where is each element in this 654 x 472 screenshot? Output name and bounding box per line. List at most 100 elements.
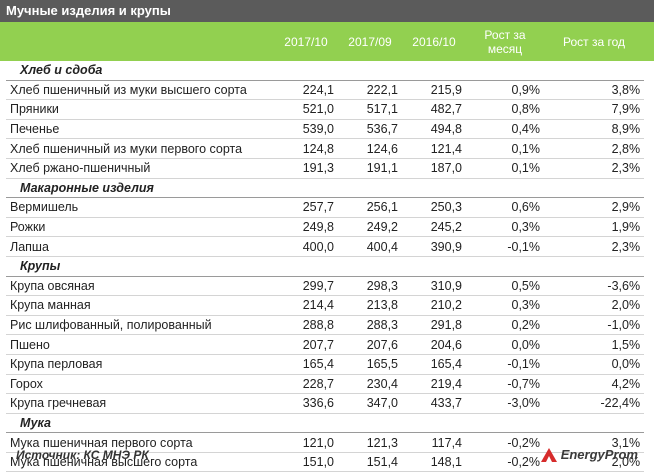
price-2016-10: 310,9 xyxy=(402,276,466,297)
growth-month: 0,4% xyxy=(466,119,544,140)
item-name: Пшено xyxy=(6,334,274,355)
category-row: Мука xyxy=(6,413,645,434)
growth-year: -1,0% xyxy=(544,315,645,336)
col-header-month-growth-line2: месяц xyxy=(487,41,523,56)
growth-month: 0,9% xyxy=(466,80,544,101)
price-2016-10: 245,2 xyxy=(402,217,466,238)
price-2017-10: 521,0 xyxy=(274,99,338,120)
price-2017-10: 288,8 xyxy=(274,315,338,336)
price-2017-10: 249,8 xyxy=(274,217,338,238)
growth-month: 0,5% xyxy=(466,276,544,297)
item-name: Хлеб пшеничный из муки высшего сорта xyxy=(6,80,274,101)
item-name: Печенье xyxy=(6,119,274,140)
price-2017-09: 400,4 xyxy=(338,236,402,257)
growth-year: 8,9% xyxy=(544,119,645,140)
growth-month: -0,2% xyxy=(466,432,544,453)
growth-month: 0,3% xyxy=(466,217,544,238)
item-name: Крупа гречневая xyxy=(6,393,274,414)
price-2017-10: 165,4 xyxy=(274,354,338,375)
table-row: Горох 228,7 230,4 219,4 -0,7% 4,2% xyxy=(6,374,645,395)
growth-year: 2,9% xyxy=(544,197,645,218)
price-2016-10: 204,6 xyxy=(402,334,466,355)
growth-year: 2,0% xyxy=(544,295,645,316)
price-2017-10: 228,7 xyxy=(274,374,338,395)
table-row: Лапша 400,0 400,4 390,9 -0,1% 2,3% xyxy=(6,236,645,257)
table-row: Рис шлифованный, полированный 288,8 288,3 2… xyxy=(6,315,645,336)
col-header-month-growth: Рост за месяц xyxy=(466,22,544,61)
price-2016-10: 121,4 xyxy=(402,138,466,159)
item-name: Хлеб пшеничный из муки первого сорта xyxy=(6,138,274,159)
price-2017-09: 121,3 xyxy=(338,432,402,453)
price-2016-10: 165,4 xyxy=(402,354,466,375)
item-name: Хлеб ржано-пшеничный xyxy=(6,158,274,179)
price-2017-09: 249,2 xyxy=(338,217,402,238)
price-2017-09: 347,0 xyxy=(338,393,402,414)
price-2016-10: 215,9 xyxy=(402,80,466,101)
growth-month: -0,7% xyxy=(466,374,544,395)
col-header-month-growth-line1: Рост за xyxy=(484,27,526,42)
growth-year: 1,9% xyxy=(544,217,645,238)
table-header: 2017/10 2017/09 2016/10 Рост за месяц Ро… xyxy=(0,22,654,61)
price-2016-10: 117,4 xyxy=(402,432,466,453)
price-2017-10: 207,7 xyxy=(274,334,338,355)
growth-month: 0,1% xyxy=(466,158,544,179)
category-label: Макаронные изделия xyxy=(6,178,645,199)
growth-month: 0,1% xyxy=(466,138,544,159)
price-2017-09: 222,1 xyxy=(338,80,402,101)
price-2017-09: 213,8 xyxy=(338,295,402,316)
price-2016-10: 390,9 xyxy=(402,236,466,257)
price-2017-10: 121,0 xyxy=(274,432,338,453)
growth-year: 2,8% xyxy=(544,138,645,159)
price-2017-09: 256,1 xyxy=(338,197,402,218)
price-2016-10: 482,7 xyxy=(402,99,466,120)
price-2017-10: 257,7 xyxy=(274,197,338,218)
table-row: Крупа гречневая 336,6 347,0 433,7 -3,0% -22,4… xyxy=(6,393,645,414)
growth-year: 4,2% xyxy=(544,374,645,395)
price-table: Хлеб и сдоба Хлеб пшеничный из муки высше… xyxy=(6,61,645,472)
price-2017-10: 224,1 xyxy=(274,80,338,101)
energyprom-logo-icon xyxy=(540,447,557,462)
item-name: Крупа перловая xyxy=(6,354,274,375)
item-name: Лапша xyxy=(6,236,274,257)
table-row: Крупа перловая 165,4 165,5 165,4 -0,1% 0,0% xyxy=(6,354,645,375)
category-label: Мука xyxy=(6,413,645,434)
item-name: Рожки xyxy=(6,217,274,238)
table-row: Мука пшеничная высшего сорта 151,0 151,4 14… xyxy=(6,452,645,472)
item-name: Рис шлифованный, полированный xyxy=(6,315,274,336)
growth-month: 0,6% xyxy=(466,197,544,218)
growth-year: 3,1% xyxy=(544,432,645,453)
price-2017-09: 124,6 xyxy=(338,138,402,159)
item-name: Крупа овсяная xyxy=(6,276,274,297)
price-2016-10: 291,8 xyxy=(402,315,466,336)
price-2017-09: 191,1 xyxy=(338,158,402,179)
source-note: Источник: КС МНЭ РК xyxy=(16,448,149,462)
growth-month: 0,2% xyxy=(466,315,544,336)
col-header-2016-10: 2016/10 xyxy=(412,34,456,49)
price-2016-10: 250,3 xyxy=(402,197,466,218)
growth-year: -3,6% xyxy=(544,276,645,297)
col-header-2017-09: 2017/09 xyxy=(348,34,392,49)
price-2017-10: 299,7 xyxy=(274,276,338,297)
price-2016-10: 433,7 xyxy=(402,393,466,414)
growth-year: -22,4% xyxy=(544,393,645,414)
price-2017-09: 536,7 xyxy=(338,119,402,140)
growth-month: -3,0% xyxy=(466,393,544,414)
category-label: Крупы xyxy=(6,256,645,277)
price-2017-09: 517,1 xyxy=(338,99,402,120)
col-header-year-growth: Рост за год xyxy=(562,34,625,49)
category-row: Хлеб и сдоба xyxy=(6,61,645,81)
growth-month: 0,8% xyxy=(466,99,544,120)
table-row: Пряники 521,0 517,1 482,7 0,8% 7,9% xyxy=(6,99,645,120)
page-title: Мучные изделия и крупы xyxy=(0,0,654,22)
price-2017-09: 298,3 xyxy=(338,276,402,297)
price-2017-10: 336,6 xyxy=(274,393,338,414)
price-2017-10: 191,3 xyxy=(274,158,338,179)
growth-month: -0,1% xyxy=(466,354,544,375)
table-row: Хлеб пшеничный из муки первого сорта 124,… xyxy=(6,138,645,159)
growth-month: -0,1% xyxy=(466,236,544,257)
item-name: Крупа манная xyxy=(6,295,274,316)
growth-month: 0,3% xyxy=(466,295,544,316)
table-row: Рожки 249,8 249,2 245,2 0,3% 1,9% xyxy=(6,217,645,238)
price-2017-09: 230,4 xyxy=(338,374,402,395)
price-2017-10: 539,0 xyxy=(274,119,338,140)
